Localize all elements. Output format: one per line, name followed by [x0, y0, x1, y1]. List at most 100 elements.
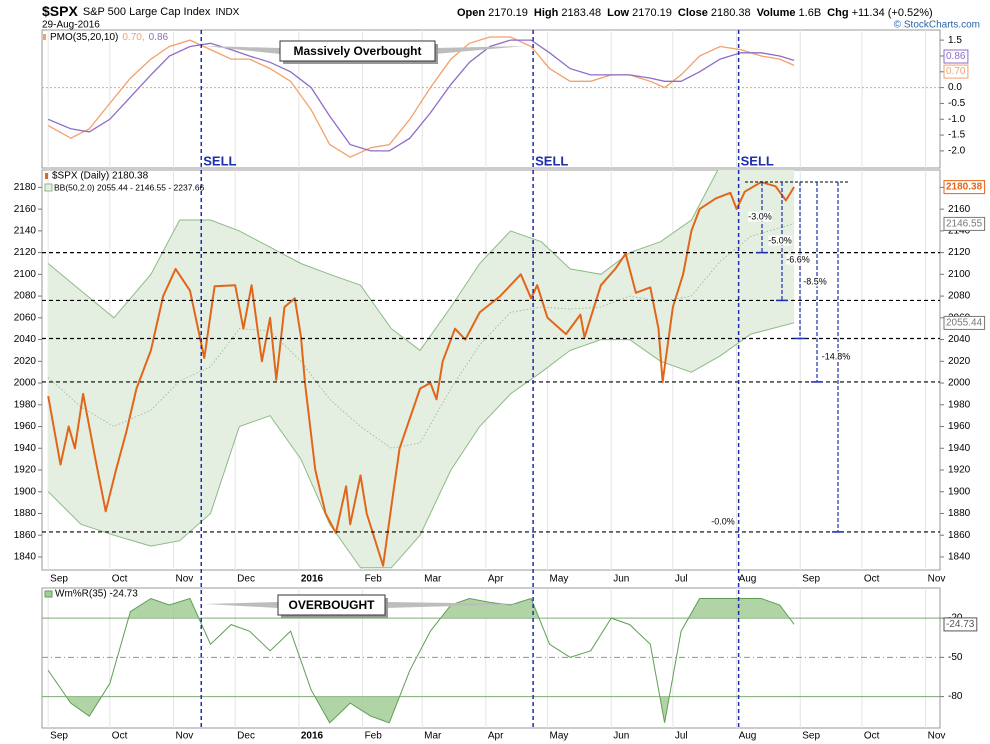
quote-label: High — [534, 7, 559, 19]
y-tick-label: -2.0 — [948, 146, 966, 157]
x-tick-label: Sep — [802, 574, 820, 585]
y-tick-label: -0.5 — [948, 98, 966, 109]
y-tick-label: 1980 — [14, 399, 37, 410]
x-tick-label: Mar — [424, 731, 442, 742]
bollinger-upper — [47, 170, 719, 352]
y-tick-label: 1840 — [948, 552, 971, 563]
x-tick-label: Jun — [613, 731, 629, 742]
x-tick-label: Nov — [928, 574, 946, 585]
quote-value: 2183.48 — [561, 7, 601, 19]
callout-text: OVERBOUGHT — [288, 598, 375, 612]
legend: $SPX (Daily) 2180.38 — [52, 171, 149, 182]
last-value-box — [943, 180, 986, 195]
legend-swatch — [45, 173, 48, 179]
y-tick-label: 0.0 — [948, 82, 962, 93]
quote-label: Close — [678, 7, 708, 19]
legend-part: PMO(35,20,10) — [50, 32, 118, 43]
x-tick-label: Oct — [864, 574, 880, 585]
y-tick-label: 1980 — [948, 399, 971, 410]
y-tick-label: 2100 — [948, 269, 971, 280]
sell-label: SELL — [203, 153, 236, 168]
y-tick-label: 2120 — [14, 247, 37, 258]
x-tick-label: Oct — [112, 574, 128, 585]
plot-area — [42, 588, 940, 728]
callout-pointer — [435, 46, 525, 54]
price-line — [47, 181, 795, 567]
y-tick-label: 2160 — [948, 204, 971, 215]
drawdown-label-bg — [768, 235, 792, 246]
x-tick-label: Jun — [613, 574, 629, 585]
drawdown-label-bg — [786, 254, 810, 265]
panel-frame — [41, 29, 941, 169]
y-tick-label: 2000 — [14, 378, 37, 389]
quote-label: Volume — [757, 7, 796, 19]
sell-label: SELL — [535, 153, 568, 168]
x-tick-label: Aug — [739, 731, 757, 742]
callout-pointer — [385, 602, 525, 608]
x-tick-label: Dec — [237, 731, 255, 742]
date: 29-Aug-2016 — [42, 20, 100, 31]
y-tick-label: 2100 — [14, 269, 37, 280]
y-tick-label: 1960 — [948, 421, 971, 432]
y-tick-label: 1860 — [14, 530, 37, 541]
x-tick-label: Jul — [675, 731, 688, 742]
callout-box — [277, 594, 386, 616]
y-tick-label: 1960 — [14, 421, 37, 432]
quote-value: +11.34 (+0.52%) — [852, 7, 933, 19]
x-tick-label: Nov — [176, 574, 194, 585]
y-tick-label: 2080 — [948, 291, 971, 302]
y-tick-label: -50 — [948, 652, 963, 663]
y-tick-label: 2140 — [948, 226, 971, 237]
quote: Open 2170.19 High 2183.48 Low 2170.19 Close 218… — [457, 7, 933, 19]
y-tick-label: 1.5 — [948, 35, 962, 46]
zone-fill — [48, 598, 795, 619]
y-tick-label: -1.5 — [948, 130, 966, 141]
x-tick-label: Apr — [488, 731, 504, 742]
legend-swatch — [44, 590, 53, 598]
x-tick-label: 2016 — [301, 574, 324, 585]
drawdown-label: -6.6% — [786, 255, 810, 265]
last-value-label: 2055.44 — [946, 317, 983, 328]
last-value-label: 2180.38 — [946, 182, 983, 193]
last-value-box — [943, 315, 986, 330]
index-name: S&P 500 Large Cap Index — [83, 6, 211, 18]
y-tick-label: 2120 — [948, 247, 971, 258]
y-tick-label: 1880 — [14, 508, 37, 519]
x-tick-label: Feb — [365, 731, 383, 742]
y-tick-label: 2020 — [14, 356, 37, 367]
x-tick-label: Aug — [739, 574, 757, 585]
drawdown-label-bg — [803, 276, 827, 287]
y-tick-label: 2180 — [14, 182, 37, 193]
y-tick-label: 1840 — [14, 552, 37, 563]
legend-swatch — [43, 34, 46, 40]
callout-pointer — [205, 46, 280, 54]
quote-value: 2170.19 — [632, 7, 672, 19]
header-title: $SPX S&P 500 Large Cap Index INDX — [42, 3, 240, 19]
x-tick-label: Apr — [488, 574, 504, 585]
x-tick-label: Feb — [365, 574, 383, 585]
y-tick-label: 1860 — [948, 530, 971, 541]
x-tick-label: 2016 — [301, 731, 324, 742]
x-tick-label: Dec — [237, 574, 255, 585]
y-tick-label: -1.0 — [948, 114, 966, 125]
exchange: INDX — [215, 7, 239, 18]
x-tick-label: May — [550, 574, 569, 585]
quote-label: Open — [457, 7, 485, 19]
pmo-line — [47, 39, 795, 152]
y-tick-label: 1880 — [948, 508, 971, 519]
legend: PMO(35,20,10) 0.70, 0.86 — [50, 32, 169, 43]
callout-pointer — [205, 602, 278, 608]
last-value-box — [943, 64, 969, 79]
y-tick-label: 2000 — [948, 378, 971, 389]
legend-swatch — [44, 183, 53, 192]
last-value-box — [943, 216, 986, 231]
pmo-line — [47, 36, 795, 158]
y-tick-label: 2080 — [14, 291, 37, 302]
y-tick-label: 2140 — [14, 226, 37, 237]
y-tick-label: 1940 — [14, 443, 37, 454]
x-tick-label: Oct — [112, 731, 128, 742]
drawdown-label: -8.5% — [803, 276, 827, 286]
x-tick-label: Sep — [50, 574, 68, 585]
last-value-box — [943, 617, 978, 632]
